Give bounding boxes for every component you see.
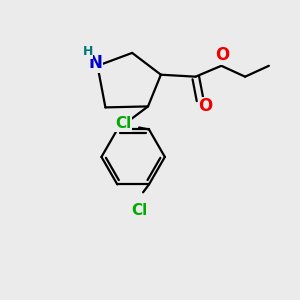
Text: O: O (198, 98, 213, 116)
Text: Cl: Cl (131, 203, 147, 218)
Text: O: O (215, 46, 230, 64)
Text: H: H (82, 45, 93, 58)
Text: Cl: Cl (115, 116, 131, 131)
Text: N: N (88, 54, 102, 72)
